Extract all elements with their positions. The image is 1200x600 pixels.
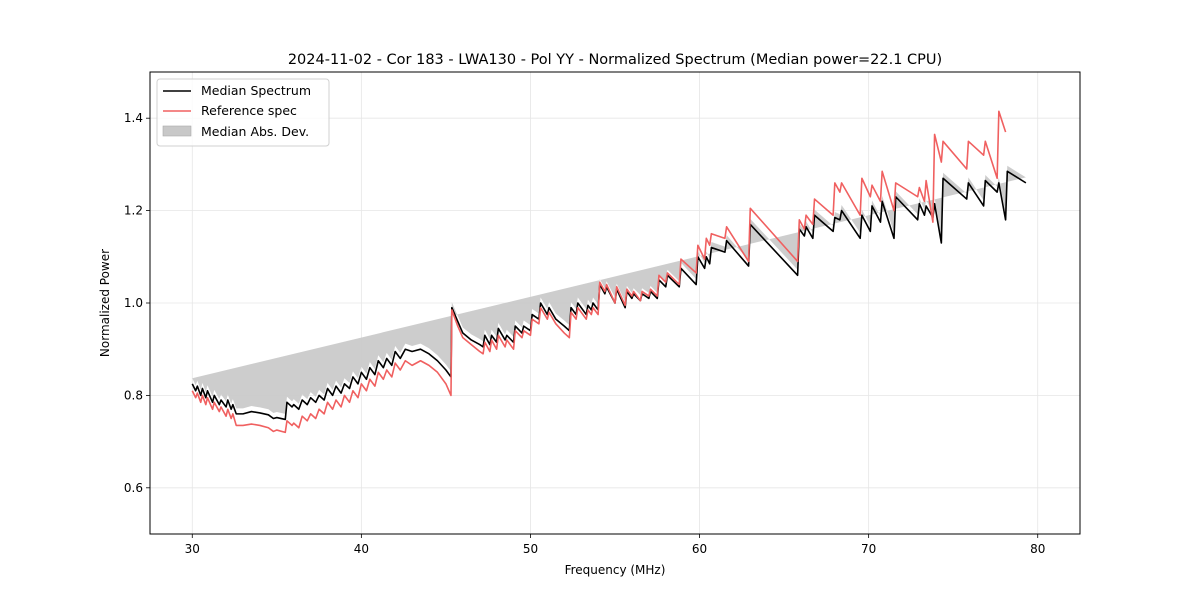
y-tick-label: 0.8 xyxy=(124,388,143,402)
x-tick-label: 40 xyxy=(354,542,369,556)
reference-spectrum-line xyxy=(191,110,1007,434)
chart-title: 2024-11-02 - Cor 183 - LWA130 - Pol YY -… xyxy=(288,52,942,68)
x-tick-label: 60 xyxy=(692,542,707,556)
y-tick-label: 0.6 xyxy=(124,481,143,495)
y-tick-label: 1.2 xyxy=(124,204,143,218)
y-tick-label: 1.4 xyxy=(124,111,143,125)
x-tick-label: 50 xyxy=(523,542,538,556)
legend: Median Spectrum Reference spec Median Ab… xyxy=(156,78,330,147)
legend-reference-label: Reference spec xyxy=(201,103,297,118)
mad-band xyxy=(192,165,1026,414)
x-axis-label: Frequency (MHz) xyxy=(565,563,666,577)
y-axis-label: Normalized Power xyxy=(98,249,112,357)
axis-ticks: 30 40 50 60 70 80 0.6 0.8 1.0 1.2 1.4 xyxy=(124,111,1045,556)
plot-area xyxy=(191,110,1027,434)
x-tick-label: 30 xyxy=(185,542,200,556)
legend-mad-label: Median Abs. Dev. xyxy=(201,124,309,139)
y-tick-label: 1.0 xyxy=(124,296,143,310)
legend-median-label: Median Spectrum xyxy=(201,83,311,98)
legend-mad-swatch xyxy=(162,125,192,137)
legend-box xyxy=(156,78,330,147)
x-tick-label: 80 xyxy=(1030,542,1045,556)
x-tick-label: 70 xyxy=(861,542,876,556)
